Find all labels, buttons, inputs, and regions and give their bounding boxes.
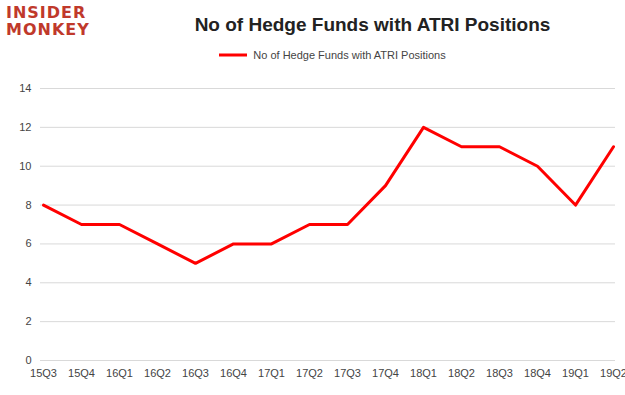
svg-text:10: 10: [19, 160, 31, 172]
svg-text:14: 14: [19, 82, 31, 94]
svg-text:6: 6: [25, 237, 31, 249]
svg-text:16Q3: 16Q3: [182, 367, 209, 379]
svg-text:18Q3: 18Q3: [486, 367, 513, 379]
svg-text:18Q4: 18Q4: [524, 367, 551, 379]
svg-text:8: 8: [25, 199, 31, 211]
svg-text:4: 4: [25, 276, 31, 288]
svg-text:18Q2: 18Q2: [448, 367, 475, 379]
svg-text:15Q4: 15Q4: [68, 367, 95, 379]
svg-text:19Q2: 19Q2: [600, 367, 625, 379]
svg-text:17Q4: 17Q4: [372, 367, 399, 379]
svg-text:16Q2: 16Q2: [144, 367, 171, 379]
svg-text:17Q2: 17Q2: [296, 367, 323, 379]
svg-text:2: 2: [25, 315, 31, 327]
svg-text:18Q1: 18Q1: [410, 367, 437, 379]
svg-text:17Q1: 17Q1: [258, 367, 285, 379]
svg-text:0: 0: [25, 354, 31, 366]
svg-text:16Q4: 16Q4: [220, 367, 247, 379]
svg-text:19Q1: 19Q1: [562, 367, 589, 379]
html-text:INSIDER MONKEY: INSIDER MONKEY: [6, 3, 90, 39]
svg-text:17Q3: 17Q3: [334, 367, 361, 379]
html-text:No of Hedge Funds with ATRI Po: No of Hedge Funds with ATRI Positions: [253, 49, 446, 61]
svg-text:16Q1: 16Q1: [106, 367, 133, 379]
svg-text:15Q3: 15Q3: [30, 367, 57, 379]
svg-text:12: 12: [19, 121, 31, 133]
html-text:No of Hedge Funds with ATRI Po: No of Hedge Funds with ATRI Positions: [194, 14, 551, 35]
